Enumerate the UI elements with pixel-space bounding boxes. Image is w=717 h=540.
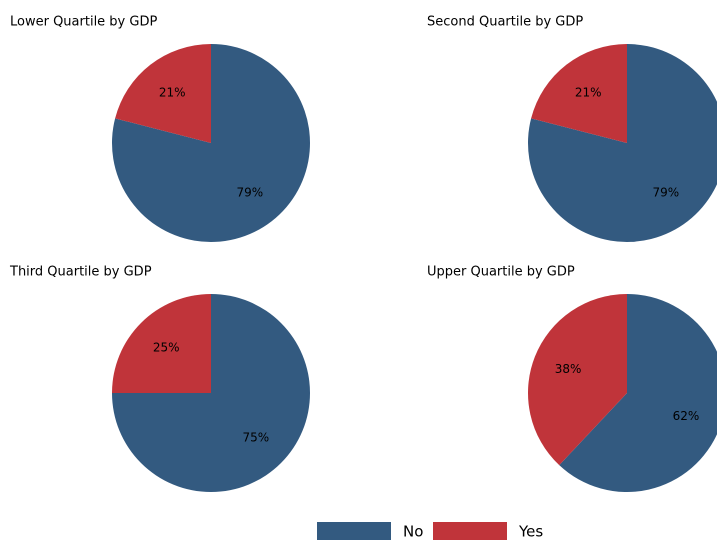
legend-label: No	[403, 523, 423, 540]
data-label: 21%	[159, 85, 186, 99]
legend-label: Yes	[518, 523, 543, 540]
data-label: 79%	[652, 186, 679, 200]
pie-slice	[528, 294, 627, 466]
data-label: 62%	[673, 409, 700, 423]
chart-title: Upper Quartile by GDP	[427, 265, 575, 280]
chart-title: Lower Quartile by GDP	[10, 15, 157, 30]
chart-title: Second Quartile by GDP	[427, 15, 583, 30]
pie-slice	[559, 294, 717, 492]
data-label: 79%	[236, 186, 263, 200]
legend-swatch	[317, 522, 391, 540]
data-label: 25%	[153, 341, 180, 355]
chart-title: Third Quartile by GDP	[9, 265, 152, 280]
pie-slice	[112, 294, 211, 393]
data-label: 75%	[242, 430, 269, 444]
pie-slice	[115, 44, 211, 143]
legend-swatch	[433, 522, 507, 540]
pie-slice	[528, 44, 717, 242]
data-label: 38%	[555, 362, 582, 376]
pie-slice	[112, 44, 311, 242]
data-label: 21%	[575, 85, 602, 99]
pie-slice	[531, 44, 627, 143]
